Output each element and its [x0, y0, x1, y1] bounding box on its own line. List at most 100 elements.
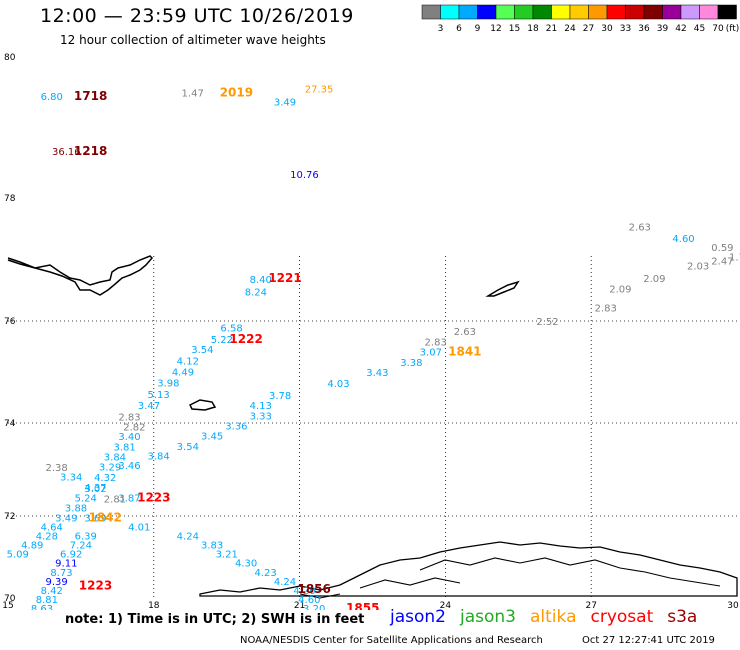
wave-height-label: 27.35	[305, 85, 334, 96]
footer-timestamp: Oct 27 12:27:41 UTC 2019	[582, 635, 715, 646]
wave-height-label: 2.83	[595, 303, 617, 314]
pass-time-label: 1222	[229, 332, 262, 346]
wave-height-label: 8.40	[250, 275, 272, 286]
wave-height-label: 0.59	[711, 243, 733, 254]
wave-height-label: 3.38	[400, 358, 422, 369]
lat-label: 78	[4, 194, 16, 204]
legend-swatch	[717, 4, 737, 20]
wave-height-label: 1.7	[729, 252, 740, 263]
wave-height-label: 3.88	[65, 504, 87, 515]
wave-height-label: 5.22	[211, 335, 233, 346]
wave-height-label: 4.03	[327, 379, 349, 390]
wave-height-label: 8.24	[245, 287, 267, 298]
wave-height-label: 6.58	[220, 324, 242, 335]
satellite-jason2: jason2	[390, 607, 446, 627]
wave-height-label: 4.49	[172, 367, 194, 378]
wave-height-label: 2.09	[609, 284, 631, 295]
legend-label: 30	[601, 24, 613, 34]
lon-label: 15	[2, 601, 13, 610]
wave-height-label: 3.20	[303, 604, 325, 610]
wave-height-label: 10.76	[290, 170, 319, 181]
satellite-cryosat: cryosat	[590, 607, 654, 627]
lon-label: 27	[585, 601, 596, 610]
wave-height-values: 6.80 1.473.4927.3536.1610.762.634.600.591…	[7, 85, 740, 610]
wave-height-label: 8.63	[31, 604, 53, 610]
satellite-jason3: jason3	[460, 607, 516, 627]
wave-height-label: 2.82	[123, 422, 145, 433]
wave-height-label: 4.24	[274, 577, 296, 588]
footer-credit: NOAA/NESDIS Center for Satellite Applica…	[240, 635, 543, 646]
legend-label: 70	[712, 24, 724, 34]
lat-label: 74	[4, 419, 16, 429]
wave-height-label: 4.89	[21, 541, 43, 552]
pass-time-label: 1856	[297, 582, 330, 596]
legend-label: 42	[675, 24, 686, 34]
wave-height-label: 5.13	[148, 390, 170, 401]
legend-label: 21	[546, 24, 557, 34]
wave-height-label: 2.83	[425, 337, 447, 348]
legend-label: 3	[438, 24, 444, 34]
wave-height-label: 3.02	[84, 484, 106, 495]
wave-height-label: 2.38	[45, 463, 67, 474]
wave-height-label: 3.36	[225, 421, 247, 432]
wave-height-label: 4.32	[94, 473, 116, 484]
wave-height-label: 5.09	[7, 550, 29, 561]
wave-height-label: 4.60	[672, 234, 694, 245]
svalbard-coast	[7, 255, 154, 296]
lat-label: 80	[4, 53, 16, 63]
wave-height-label: 2.47	[711, 257, 733, 268]
page-subtitle: 12 hour collection of altimeter wave hei…	[60, 33, 326, 47]
legend-label: 36	[638, 24, 650, 34]
wave-height-label: 5.24	[75, 493, 97, 504]
wave-height-label: 8.42	[41, 586, 63, 597]
pass-time-label: 1223	[79, 579, 112, 593]
wave-height-label: 3.69	[84, 514, 106, 525]
legend-unit: (ft)	[726, 24, 740, 34]
wave-height-label: 4.20	[293, 586, 315, 597]
wave-height-label: 8.73	[50, 568, 72, 579]
wave-height-label: 6.80	[41, 92, 63, 103]
lon-label: 21	[294, 601, 305, 610]
wave-height-label: 3.46	[118, 461, 140, 472]
wave-height-label: 2.63	[629, 222, 651, 233]
wave-height-label: 3.84	[104, 452, 126, 463]
wave-height-label: 2.03	[687, 262, 709, 273]
pass-time-label: 1855	[346, 601, 379, 610]
wave-height-label: 3.43	[366, 368, 388, 379]
pass-time-label: 1221	[268, 271, 301, 285]
lat-label: 70	[4, 594, 16, 604]
pass-time-label: 1223	[137, 490, 170, 504]
pass-time-label: 2019	[220, 85, 253, 99]
wave-height-label: 3.33	[250, 411, 272, 422]
wave-height-label: 6.92	[60, 550, 82, 561]
coastlines	[7, 255, 738, 599]
legend-label: 24	[564, 24, 576, 34]
wave-height-label: 2.52	[536, 317, 558, 328]
wave-height-label: 1.47	[182, 88, 204, 99]
lon-label: 30	[727, 601, 739, 610]
wave-height-label: 3.54	[177, 442, 199, 453]
wave-height-label: 6.39	[75, 532, 97, 543]
wave-height-label: 3.81	[114, 442, 136, 453]
pass-time-label: 1218	[74, 144, 107, 158]
legend-label: 39	[657, 24, 669, 34]
satellite-legend: jason2 jason3 altika cryosat s3a	[390, 607, 711, 627]
wave-height-label: 3.21	[216, 550, 238, 561]
wave-height-label: 4.01	[128, 523, 150, 534]
legend-label: 45	[694, 24, 705, 34]
wave-height-label: 2.09	[643, 274, 665, 285]
wave-height-label: 3.84	[148, 452, 170, 463]
satellite-s3a: s3a	[667, 607, 698, 627]
wave-height-label: 3.54	[191, 345, 213, 356]
wave-height-label: 3.78	[269, 391, 291, 402]
bear-island-coast	[188, 399, 217, 411]
page-title: 12:00 — 23:59 UTC 10/26/2019	[40, 5, 354, 27]
wave-height-label: 4.64	[41, 523, 63, 534]
wave-height-label: 4.60	[298, 595, 320, 606]
wave-height-label: 3.98	[157, 379, 179, 390]
wave-height-label: 36.16	[52, 147, 81, 158]
wave-height-label: 3.83	[201, 541, 223, 552]
norway-coast	[199, 541, 738, 597]
